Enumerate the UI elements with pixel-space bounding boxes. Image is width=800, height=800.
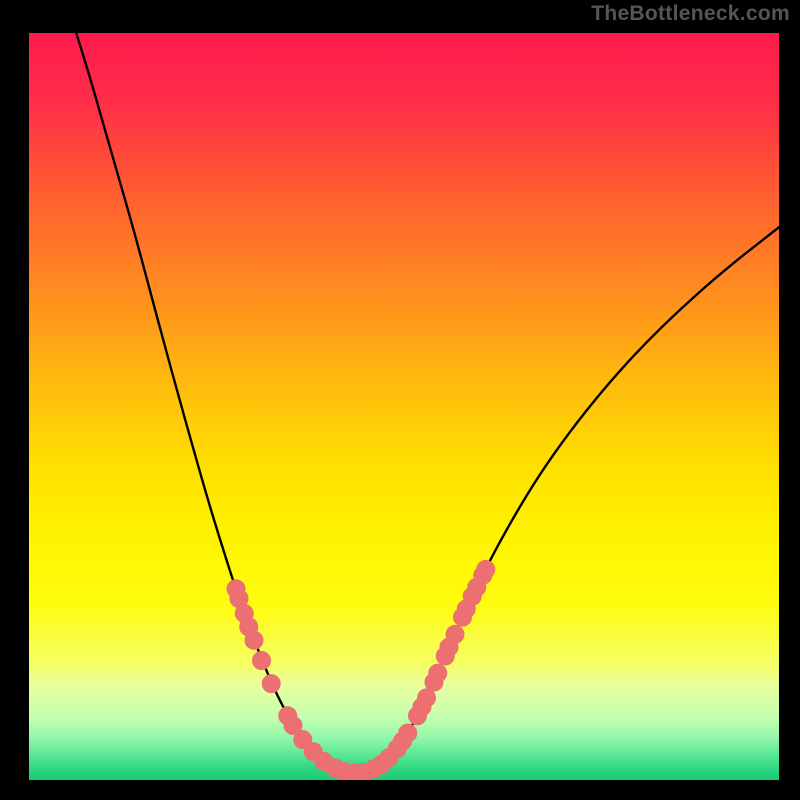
marker-point <box>253 651 271 669</box>
marker-cluster-left <box>227 580 391 780</box>
bottleneck-curve <box>76 33 779 773</box>
marker-point <box>262 675 280 693</box>
marker-cluster-right <box>380 560 495 766</box>
chart-container: { "watermark": { "text": "TheBottleneck.… <box>0 0 800 800</box>
marker-point <box>477 560 495 578</box>
marker-point <box>429 664 447 682</box>
plot-frame <box>26 30 782 783</box>
marker-point <box>399 724 417 742</box>
marker-point <box>446 625 464 643</box>
plot-area <box>29 33 779 780</box>
marker-point <box>245 631 263 649</box>
watermark-text: TheBottleneck.com <box>591 2 790 26</box>
chart-overlay <box>29 33 779 780</box>
